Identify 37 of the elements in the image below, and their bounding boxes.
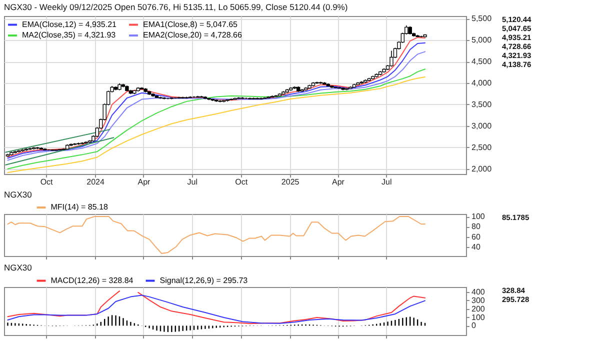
legend-label: EMA2(Close,20) = 4,728.66 <box>143 30 242 40</box>
legend-label: EMA1(Close,8) = 5,047.65 <box>143 20 238 29</box>
x-tick-label: 2025 <box>281 178 300 186</box>
chart-title: NGX30 <box>4 262 32 272</box>
x-tick-label: Oct <box>40 178 54 186</box>
legend-label: MACD(12,26) = 328.84 <box>50 276 134 285</box>
y-tick-label: 100 <box>472 312 486 322</box>
chart-title: NGX30 - Weekly 09/12/2025 Open 5076.76, Hi 5135.11, Lo 5065.99, Close 5120.44 (0.9%) <box>4 2 348 12</box>
y-tick-label: 60 <box>472 232 481 242</box>
line-series <box>7 216 426 254</box>
y-tick-label: 40 <box>472 242 481 252</box>
y-tick-label: 0 <box>472 321 476 330</box>
chart-title: NGX30 <box>4 190 32 200</box>
y-tick-label: 4,000 <box>472 78 492 88</box>
legend-label: MFI(14) = 85.18 <box>50 202 108 212</box>
y-tick-label: 300 <box>472 296 486 305</box>
y-tick-label: 100 <box>472 212 486 222</box>
legend-label: MA2(Close,35) = 4,321.93 <box>22 30 116 40</box>
x-tick-label: Apr <box>332 178 345 186</box>
y-tick-label: 3,000 <box>472 121 492 130</box>
y-tick-label: 400 <box>472 287 486 296</box>
legend-label: EMA(Close,12) = 4,935.21 <box>22 20 118 29</box>
candlestick <box>390 50 394 68</box>
legend-label: Signal(12,26,9) = 295.73 <box>160 276 248 285</box>
y-tick-label: 80 <box>472 222 481 232</box>
y-tick-label: 5,500 <box>472 14 492 24</box>
y-tick-label: 5,000 <box>472 36 492 45</box>
y-tick-label: 4,500 <box>472 57 492 66</box>
x-tick-label: Jul <box>187 178 198 186</box>
x-tick-label: 2024 <box>86 178 105 186</box>
x-tick-label: Oct <box>235 178 248 186</box>
y-tick-label: 2,000 <box>472 164 492 174</box>
y-tick-label: 200 <box>472 304 486 314</box>
y-tick-label: 3,500 <box>472 100 492 109</box>
x-tick-label: Jul <box>382 178 392 186</box>
x-tick-label: Apr <box>138 178 151 186</box>
y-tick-label: 2,500 <box>472 142 492 152</box>
